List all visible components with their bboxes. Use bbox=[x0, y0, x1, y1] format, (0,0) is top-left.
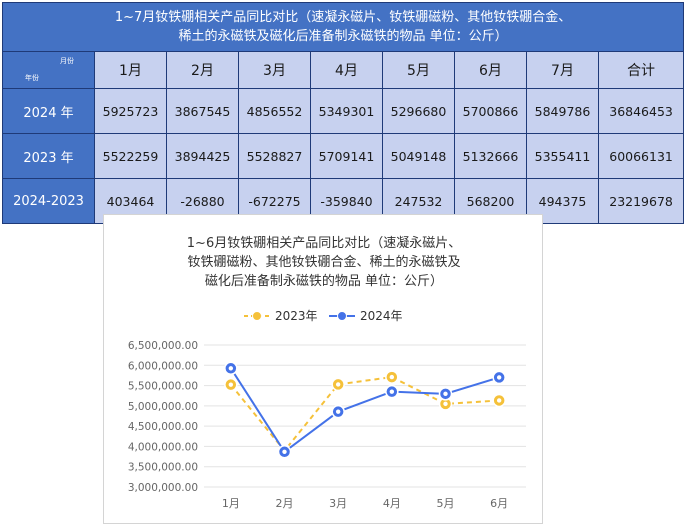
row-label: 2024 年 bbox=[2, 88, 95, 134]
series-line bbox=[229, 367, 500, 454]
x-tick-label: 3月 bbox=[329, 497, 347, 510]
column-header: 2月 bbox=[166, 51, 239, 89]
line-chart: 1~6月钕铁硼相关产品同比对比（速凝永磁片、 钕铁硼磁粉、其他钕铁硼合金、稀土的永… bbox=[103, 214, 543, 524]
y-tick-label: 3,000,000.00 bbox=[128, 482, 198, 494]
x-tick-label: 4月 bbox=[383, 497, 401, 510]
legend-label: 2023年 bbox=[275, 309, 318, 323]
table-cell: 5355411 bbox=[526, 133, 599, 179]
table-cell: 5849786 bbox=[526, 88, 599, 134]
table-corner-cell: 月份 年份 bbox=[2, 51, 95, 89]
data-point-center bbox=[443, 391, 448, 397]
data-point-center bbox=[228, 382, 234, 387]
comparison-table: 1~7月钕铁硼相关产品同比对比（速凝永磁片、钕铁硼磁粉、其他钕铁硼合金、 稀土的… bbox=[1, 2, 685, 224]
table-title-line1: 1~7月钕铁硼相关产品同比对比（速凝永磁片、钕铁硼磁粉、其他钕铁硼合金、 bbox=[114, 10, 572, 25]
row-label: 2023 年 bbox=[2, 133, 95, 179]
table-cell: 5709141 bbox=[310, 133, 383, 179]
column-header: 合计 bbox=[597, 51, 685, 89]
table-title: 1~7月钕铁硼相关产品同比对比（速凝永磁片、钕铁硼磁粉、其他钕铁硼合金、 稀土的… bbox=[1, 2, 685, 52]
chart-title-line: 磁化后准备制永磁铁的物品 单位：公斤） bbox=[205, 273, 443, 289]
data-point-center bbox=[443, 401, 448, 407]
table-cell: 5349301 bbox=[310, 88, 383, 134]
data-point-center bbox=[496, 375, 502, 380]
legend-marker-icon bbox=[337, 311, 347, 321]
legend-marker-icon bbox=[252, 311, 262, 321]
x-tick-label: 1月 bbox=[222, 497, 240, 510]
y-tick-label: 5,500,000.00 bbox=[128, 381, 198, 393]
column-header: 3月 bbox=[238, 51, 311, 89]
table-row: 2023 年 5522259 3894425 5528827 5709141 504914… bbox=[2, 133, 685, 179]
x-tick-label: 6月 bbox=[490, 497, 508, 510]
column-header: 7月 bbox=[526, 51, 599, 89]
data-point-center bbox=[389, 389, 395, 394]
table-cell: 5132666 bbox=[454, 133, 527, 179]
y-tick-label: 4,500,000.00 bbox=[128, 421, 198, 433]
table-cell: 23219678 bbox=[597, 178, 685, 224]
table-header-row: 月份 年份 1月 2月 3月 4月 5月 6月 7月 合计 bbox=[2, 51, 685, 89]
chart-title-line: 钕铁硼磁粉、其他钕铁硼合金、稀土的永磁铁及 bbox=[187, 254, 460, 270]
column-header: 1月 bbox=[94, 51, 167, 89]
column-header: 5月 bbox=[382, 51, 455, 89]
corner-month-label: 月份 bbox=[60, 57, 74, 65]
table-cell: 4856552 bbox=[238, 88, 311, 134]
table-cell: 5522259 bbox=[94, 133, 167, 179]
y-tick-label: 6,000,000.00 bbox=[128, 360, 198, 372]
table-cell: 5528827 bbox=[238, 133, 311, 179]
data-point-center bbox=[389, 374, 395, 380]
table-cell: 60066131 bbox=[597, 133, 685, 179]
data-point-center bbox=[496, 398, 502, 403]
table-cell: 5700866 bbox=[454, 88, 527, 134]
table-row: 2024 年 5925723 3867545 4856552 5349301 529668… bbox=[2, 88, 685, 134]
table-cell: 5925723 bbox=[94, 88, 167, 134]
table-cell: 3867545 bbox=[166, 88, 239, 134]
row-label: 2024-2023 bbox=[2, 178, 95, 224]
data-point-center bbox=[228, 366, 234, 371]
x-tick-label: 5月 bbox=[437, 497, 455, 510]
table-cell: 5049148 bbox=[382, 133, 455, 179]
data-point-center bbox=[335, 409, 341, 414]
y-tick-label: 4,000,000.00 bbox=[128, 441, 198, 453]
data-point-center bbox=[282, 449, 287, 455]
x-tick-label: 2月 bbox=[276, 497, 294, 510]
chart-title-line: 1~6月钕铁硼相关产品同比对比（速凝永磁片、 bbox=[187, 235, 461, 251]
table-cell: 3894425 bbox=[166, 133, 239, 179]
data-point-center bbox=[335, 382, 341, 387]
corner-year-label: 年份 bbox=[25, 74, 39, 82]
y-tick-label: 3,500,000.00 bbox=[128, 462, 198, 474]
legend-label: 2024年 bbox=[360, 309, 403, 323]
table-title-line2: 稀土的永磁铁及磁化后准备制永磁铁的物品 单位：公斤） bbox=[178, 29, 508, 44]
chart-canvas: 1~6月钕铁硼相关产品同比对比（速凝永磁片、钕铁硼磁粉、其他钕铁硼合金、稀土的永… bbox=[128, 235, 526, 510]
y-tick-label: 5,000,000.00 bbox=[128, 401, 198, 413]
table-cell: 5296680 bbox=[382, 88, 455, 134]
y-tick-label: 6,500,000.00 bbox=[128, 340, 198, 352]
column-header: 4月 bbox=[310, 51, 383, 89]
series-line bbox=[230, 376, 500, 453]
table-cell: 36846453 bbox=[597, 88, 685, 134]
column-header: 6月 bbox=[454, 51, 527, 89]
